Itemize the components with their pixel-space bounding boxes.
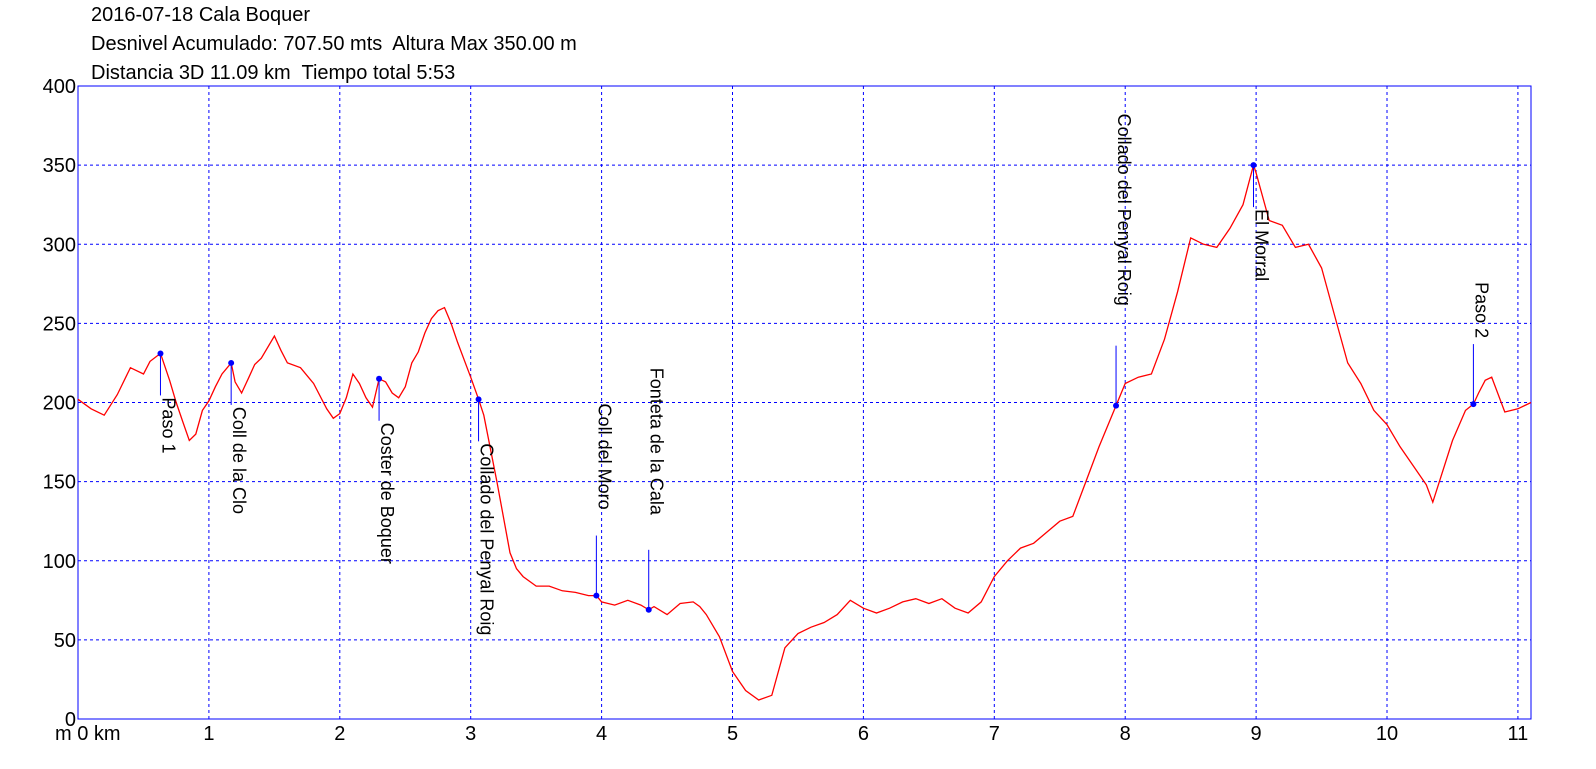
waypoint: Coll del Moro [593,404,614,599]
waypoint: Paso 1 [157,350,178,453]
x-tick-label: 1 [203,723,214,745]
y-tick-label: 100 [43,551,76,573]
waypoint-dot [475,396,482,403]
chart-title: 2016-07-18 Cala Boquer [91,4,311,26]
y-axis-ticks: 0 50 100 150 200 250 300 350 400 [43,76,76,731]
waypoint-dot [157,350,164,357]
waypoint-label: Collado del Penyal Roig [477,443,497,635]
waypoint: El Morral [1250,162,1271,281]
waypoint: Collado del Penyal Roig [1113,114,1134,409]
waypoint-label: El Morral [1251,209,1271,281]
waypoint-dot [376,375,383,382]
x-tick-label: 4 [596,723,607,745]
x-tick-label: 3 [465,723,476,745]
waypoint: Coster de Boquer [376,375,397,564]
y-tick-label: 350 [43,155,76,177]
y-tick-label: 0 [65,709,76,731]
waypoint-label: Paso 1 [158,397,178,453]
waypoint-dot [1470,401,1477,408]
chart-subtitle-elevation: Desnivel Acumulado: 707.50 mts Altura Ma… [91,33,577,55]
x-tick-label: 9 [1251,723,1262,745]
waypoint-label: Coll de la Clo [229,407,249,514]
y-tick-label: 300 [43,234,76,256]
waypoint: Collado del Penyal Roig [475,396,497,635]
waypoint-dot [1113,402,1120,409]
waypoint-label: Paso 2 [1471,282,1491,338]
waypoint-dot [593,592,600,599]
waypoint-label: Collado del Penyal Roig [1114,114,1134,306]
y-tick-label: 200 [43,393,76,415]
waypoint-markers: Paso 1 Coll de la Clo Coster de Boquer Coll… [157,114,1491,635]
chart-subtitle-distance: Distancia 3D 11.09 km Tiempo total 5:53 [91,62,456,84]
waypoint-label: Fonteta de la Cala [647,368,667,516]
x-tick-label: 11 [1508,723,1529,745]
waypoint-label: Coll del Moro [594,404,614,510]
waypoint-dot [645,606,652,613]
x-tick-label: 7 [989,723,1000,745]
y-tick-label: 150 [43,472,76,494]
x-tick-label: 6 [858,723,869,745]
x-tick-label: 5 [727,723,738,745]
y-tick-label: 50 [54,630,76,652]
waypoint: Coll de la Clo [228,359,249,514]
x-axis-ticks: 1 2 3 4 5 6 7 8 9 10 11 [203,723,1528,745]
waypoint-dot [228,359,235,366]
elevation-line [77,162,1532,701]
waypoint-label: Coster de Boquer [377,423,397,564]
x-tick-label: 8 [1120,723,1131,745]
waypoint-dot [1250,162,1257,169]
waypoint: Paso 2 [1470,282,1491,408]
x-tick-label: 10 [1376,723,1398,745]
y-tick-label: 400 [43,76,76,98]
x-tick-label: 2 [334,723,345,745]
x-origin-label: m 0 km [55,723,121,745]
y-tick-label: 250 [43,313,76,335]
waypoint: Fonteta de la Cala [645,368,667,613]
grid-lines [78,86,1531,719]
